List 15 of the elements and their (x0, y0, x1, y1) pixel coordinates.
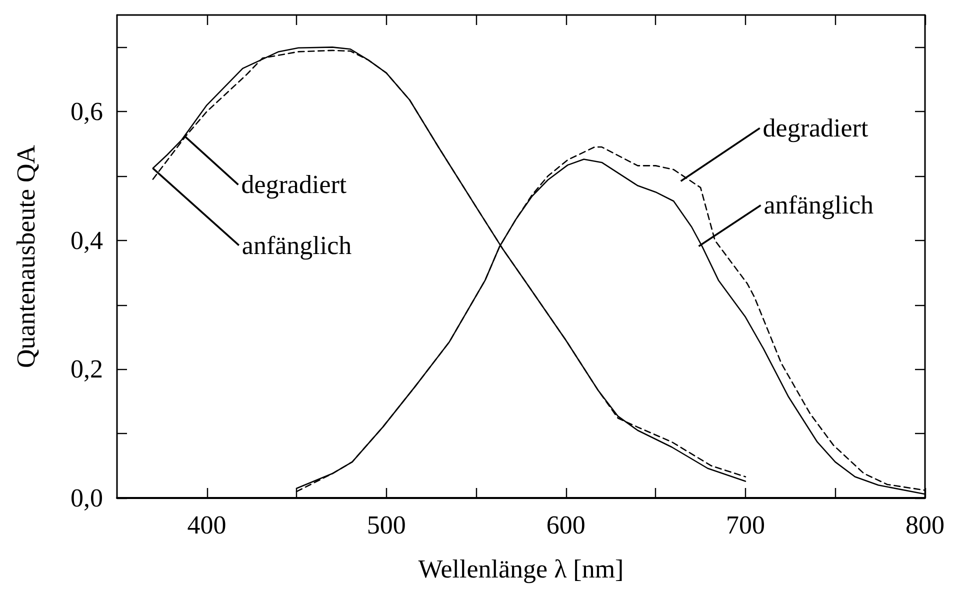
y-tick-label: 0,2 (70, 354, 103, 384)
x-axis-title: Wellenlänge λ [nm] (418, 554, 624, 584)
y-tick-label: 0,4 (70, 226, 103, 255)
x-tick-label: 800 (906, 510, 944, 540)
x-tick-label: 700 (726, 510, 765, 540)
x-tick-label: 400 (187, 510, 226, 540)
y-tick-label: 0,0 (70, 484, 103, 512)
x-tick-label: 600 (546, 510, 586, 540)
annotation: degradiert (241, 170, 348, 200)
y-tick-label: 0,6 (70, 97, 103, 126)
annotation: degradiert (762, 114, 869, 143)
annotation: anfänglich (764, 190, 874, 220)
x-tick-label: 500 (366, 510, 406, 540)
annotation: anfänglich (242, 230, 352, 260)
y-axis-title: Quantenausbeute QA (12, 144, 40, 368)
